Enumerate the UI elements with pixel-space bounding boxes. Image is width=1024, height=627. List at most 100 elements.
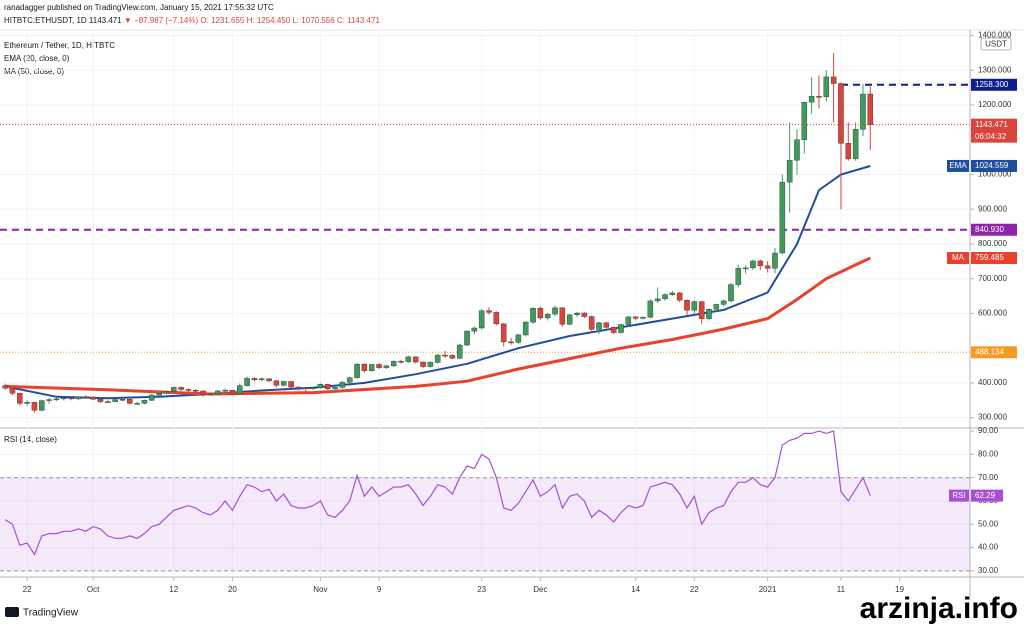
x-tick-label: Dec — [533, 585, 547, 594]
candle-body — [830, 76, 837, 84]
y-tick-label: 1400.000 — [978, 31, 1012, 40]
candle-body — [845, 143, 852, 160]
y-tick-label: 400.000 — [978, 378, 1007, 387]
candle-body — [288, 381, 294, 388]
candle-body — [794, 139, 800, 161]
candle-body — [390, 361, 397, 367]
candle-body — [706, 309, 712, 319]
candle-body — [662, 294, 668, 300]
overlay-tag: EMA — [949, 161, 967, 170]
candle-body — [75, 396, 82, 400]
overlay-line — [4, 165, 871, 400]
candle-body — [31, 402, 38, 411]
candle-body — [178, 387, 184, 390]
candle-body — [9, 387, 16, 394]
candle-body — [742, 267, 749, 270]
candle-body — [376, 364, 382, 368]
candle-body — [713, 304, 720, 310]
price: 1143.471 — [89, 16, 122, 25]
x-tick-label: Oct — [87, 585, 100, 594]
candle-body — [398, 361, 404, 363]
candle-body — [816, 96, 822, 98]
currency-box — [980, 37, 1012, 51]
x-tick-label: 22 — [23, 585, 32, 594]
candle-body — [574, 312, 580, 316]
level-label: 488.134 — [975, 347, 1004, 356]
rsi-tick-label: 90.00 — [978, 426, 999, 435]
candle-body — [39, 400, 45, 411]
candle-body — [332, 387, 338, 389]
rsi-band — [0, 477, 970, 571]
candle-body — [339, 381, 346, 388]
candle-body — [640, 317, 646, 319]
y-tick-label: 1300.000 — [978, 65, 1012, 74]
candle-body — [530, 308, 536, 323]
candle-body — [61, 397, 67, 400]
x-tick-label: 9 — [377, 585, 382, 594]
candle-body — [581, 312, 588, 317]
candle-body — [280, 381, 287, 386]
candle-body — [185, 389, 192, 391]
x-tick-label: 20 — [228, 585, 237, 594]
candle-body — [412, 356, 419, 363]
level-tag — [971, 346, 1017, 359]
candle-body — [83, 396, 89, 398]
x-tick-label: 22 — [690, 585, 699, 594]
candle-body — [192, 389, 199, 392]
y-tick-label: 700.000 — [978, 274, 1007, 283]
candle-body — [786, 160, 793, 183]
candle-body — [200, 390, 206, 395]
candle-body — [361, 363, 368, 371]
candle-body — [750, 260, 756, 269]
rsi-line — [4, 430, 871, 556]
rsi-tick-label: 50.00 — [978, 519, 999, 528]
candle-body — [354, 363, 360, 378]
candle-body — [346, 377, 353, 383]
candle-body — [610, 327, 617, 333]
candle-body — [163, 391, 170, 394]
candle-body — [676, 292, 683, 301]
candle-body — [2, 385, 8, 389]
rsi-tick-label: 30.00 — [978, 566, 999, 575]
last-price-box — [971, 118, 1017, 143]
candle-body — [698, 301, 705, 319]
candle-body — [105, 401, 111, 403]
candle-body — [508, 341, 514, 344]
candle-body — [229, 389, 236, 395]
candle-body — [493, 312, 500, 325]
x-tick-label: 11 — [837, 585, 846, 594]
candle-body — [427, 362, 434, 367]
overlay-value: 759.485 — [975, 253, 1004, 262]
candle-body — [244, 378, 250, 386]
overlay-line — [5, 256, 871, 396]
candle-body — [405, 356, 412, 362]
level-tag — [971, 223, 1017, 236]
rsi-value: 62.29 — [975, 491, 996, 500]
candle-body — [544, 313, 551, 319]
candle-body — [266, 378, 272, 382]
candle-body — [852, 129, 859, 160]
candle-body — [764, 265, 771, 269]
candle-body — [559, 307, 566, 325]
candle-body — [537, 308, 544, 319]
overlay-value-box — [971, 252, 1017, 265]
candle-body — [127, 399, 133, 404]
candle-body — [552, 307, 558, 315]
candle-body — [486, 310, 492, 313]
candle-body — [170, 387, 177, 392]
candle-body — [141, 400, 148, 404]
candle-body — [156, 393, 162, 396]
logo-icon — [5, 607, 19, 617]
candle-body — [24, 402, 30, 404]
candle-body — [500, 323, 507, 343]
candle-body — [808, 96, 815, 103]
x-tick-label: 19 — [895, 585, 904, 594]
candle-body — [222, 389, 228, 392]
candle-body — [728, 284, 734, 302]
level-label: 1258.300 — [975, 80, 1009, 89]
candle-body — [273, 380, 280, 386]
candle-body — [112, 399, 118, 402]
candle-body — [471, 327, 478, 332]
symbol-line: HITBTC:ETHUSDT, 1D 1143.471 ▼ −87.987 (−… — [4, 16, 380, 25]
candle-body — [735, 268, 742, 285]
